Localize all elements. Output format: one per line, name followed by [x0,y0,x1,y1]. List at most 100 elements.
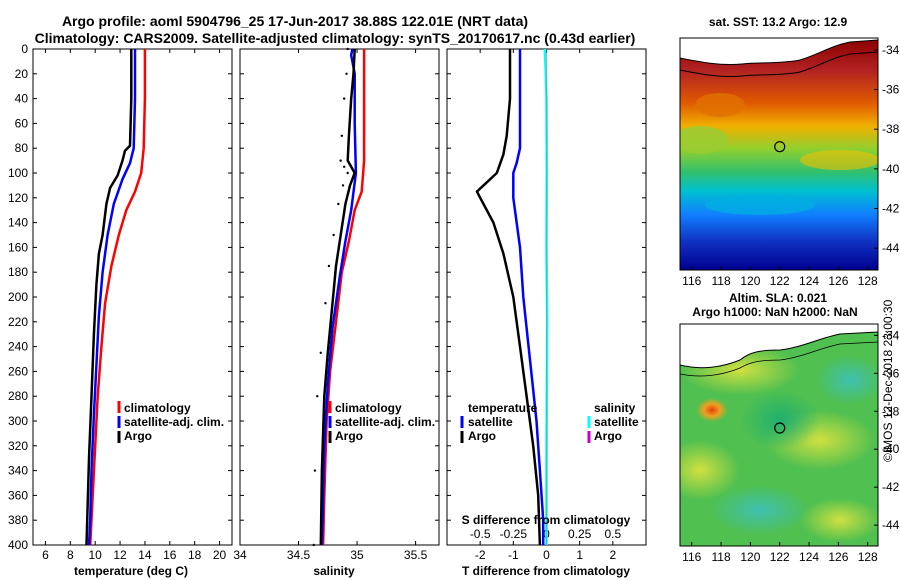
title-line-2: Climatology: CARS2009. Satellite-adjuste… [35,30,636,46]
series-line-t-satellite [512,49,545,545]
x-tick-label: 35 [350,548,364,562]
dotted-reference-point [346,47,349,51]
sla-map-lat-ticks: -34 -36 -38 -40 -42 -44 [874,328,900,532]
legend-s-argo-label: Argo [594,429,622,443]
depth-tick-label: 360 [8,488,28,502]
salinity-x-ticks: 34 34.5 35 35.5 [233,49,428,562]
depth-tick-label: 400 [8,538,28,552]
lat-tick-label: -42 [882,480,900,494]
sla-map-title-2: Argo h1000: NaN h2000: NaN [692,305,857,319]
x-tick-label: 20 [213,548,227,562]
imos-credit: ©IMOS 12-Dec-2018 23:00:30 [881,299,895,462]
legend-temperature-heading: temperature [468,401,538,415]
series-line-climatology [321,49,366,546]
x-tick-label: 2 [609,548,616,562]
temperature-panel-frame [32,48,233,546]
temperature-x-ticks: 6 8 10 12 14 16 18 20 [42,49,227,562]
lon-tick-label: 126 [828,550,848,564]
salinity-axis-label: salinity [313,564,355,578]
sla-map-title-1: Altim. SLA: 0.021 [729,291,827,305]
sla-map-frame [679,323,879,547]
x-tick-label: 0 [543,548,550,562]
series-line-climatology [88,49,147,546]
x-tick-label: 0.25 [568,527,592,541]
dotted-reference-point [313,469,317,472]
lat-tick-label: -34 [882,328,900,342]
dotted-reference-point [340,134,344,137]
x-tick-label: 18 [188,548,202,562]
difference-profiles [475,48,549,546]
lat-tick-label: -42 [882,202,900,216]
lat-tick-label: -34 [882,43,900,57]
lon-tick-label: 116 [682,274,701,288]
depth-tick-label: 220 [8,315,28,329]
series-line-t-argo [475,49,542,546]
dotted-reference-point [346,171,349,175]
lat-tick-label: -40 [882,162,900,176]
depth-tick-label: 160 [8,240,28,254]
lon-tick-label: 120 [740,550,760,564]
lon-tick-label: 120 [740,274,760,288]
lat-tick-label: -44 [882,241,900,255]
sla-map-lon-ticks: 116 118 120 122 124 126 128 [682,542,878,564]
x-tick-label: 6 [42,548,49,562]
legend-argo-label: Argo [124,429,152,443]
title-line-1: Argo profile: aoml 5904796_25 17-Jun-201… [62,13,528,29]
dotted-reference-point [345,72,348,76]
x-tick-label: 34 [233,548,247,562]
sla-map-image [680,324,878,546]
depth-tick-label: 80 [15,141,29,155]
legend-argo-label: Argo [335,429,363,443]
lon-tick-label: 128 [858,550,878,564]
dotted-reference-point [316,395,319,398]
lat-tick-label: -38 [882,122,900,136]
depth-tick-label: 0 [21,42,28,56]
x-tick-label: 10 [89,548,103,562]
dotted-reference-point [332,233,335,237]
salinity-profiles [319,48,366,546]
series-line-satellite-adj-clim- [87,49,137,546]
depth-tick-label: 120 [8,191,28,205]
dotted-reference-point [319,351,322,354]
lon-tick-label: 126 [828,274,848,288]
legend-s-satellite-label: satellite [594,415,639,429]
legend-t-argo-label: Argo [468,429,496,443]
dotted-reference-point [342,97,346,100]
dotted-reference-point [341,184,345,187]
depth-tick-label: 140 [8,216,28,230]
x-tick-label: -0.25 [500,527,528,541]
lon-tick-label: 116 [682,550,701,564]
lat-tick-label: -38 [882,404,900,418]
x-tick-label: 16 [163,548,177,562]
legend-satellite-label: satellite-adj. clim. [124,415,224,429]
dotted-reference-point [339,159,342,162]
dotted-reference-point [337,202,340,206]
lon-tick-label: 124 [799,274,819,288]
sst-argo-position-marker [774,141,786,153]
t-difference-axis-label: T difference from climatology [462,564,630,578]
sst-map-image [680,38,878,270]
depth-axis: 0 20 40 60 80 100 120 140 160 180 200 220 240 260 280 3… [8,42,646,552]
x-tick-label: 34.5 [287,548,311,562]
depth-tick-label: 340 [8,464,28,478]
legend-salinity-heading: salinity [594,401,636,415]
legend-climatology-label: climatology [124,401,191,415]
depth-tick-label: 100 [8,166,28,180]
dotted-reference-point [327,264,331,268]
lon-tick-label: 118 [711,274,730,288]
lat-tick-label: -40 [882,442,900,456]
sst-map-frame [679,37,879,271]
lat-tick-label: -36 [882,366,900,380]
temperature-legend: climatology satellite-adj. clim. Argo [117,401,224,443]
lat-tick-label: -44 [882,518,900,532]
depth-tick-label: 260 [8,364,28,378]
sst-map-lon-ticks: 116 118 120 122 124 126 128 [682,266,878,288]
sla-argo-position-marker [774,422,786,434]
depth-tick-label: 320 [8,439,28,453]
sst-map-title: sat. SST: 13.2 Argo: 12.9 [709,15,848,29]
dotted-reference-point [312,543,315,547]
s-difference-x-ticks: -0.5 -0.25 0 0.25 0.5 [470,527,622,541]
depth-tick-label: 20 [15,67,29,81]
depth-tick-label: 280 [8,389,28,403]
